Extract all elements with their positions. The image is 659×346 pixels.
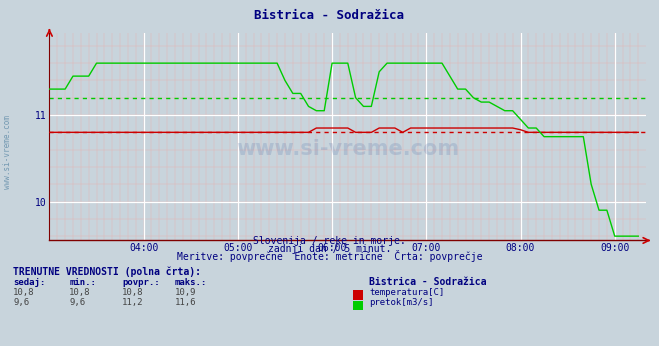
Text: www.si-vreme.com: www.si-vreme.com	[236, 139, 459, 159]
Text: min.:: min.:	[69, 279, 96, 288]
Text: maks.:: maks.:	[175, 279, 207, 288]
Text: Bistrica - Sodražica: Bistrica - Sodražica	[369, 277, 486, 288]
Text: pretok[m3/s]: pretok[m3/s]	[369, 298, 434, 307]
Text: Slovenija / reke in morje.: Slovenija / reke in morje.	[253, 236, 406, 246]
Text: TRENUTNE VREDNOSTI (polna črta):: TRENUTNE VREDNOSTI (polna črta):	[13, 266, 201, 277]
Text: 10,8: 10,8	[122, 288, 144, 297]
Text: 10,9: 10,9	[175, 288, 196, 297]
Text: Meritve: povprečne  Enote: metrične  Črta: povprečje: Meritve: povprečne Enote: metrične Črta:…	[177, 250, 482, 262]
Text: 11,2: 11,2	[122, 298, 144, 307]
Text: 9,6: 9,6	[13, 298, 29, 307]
Text: zadnji dan / 5 minut.: zadnji dan / 5 minut.	[268, 244, 391, 254]
Text: 11,6: 11,6	[175, 298, 196, 307]
Text: www.si-vreme.com: www.si-vreme.com	[3, 115, 13, 189]
Text: 9,6: 9,6	[69, 298, 85, 307]
Text: Bistrica - Sodražica: Bistrica - Sodražica	[254, 9, 405, 22]
Text: 10,8: 10,8	[13, 288, 35, 297]
Text: 10,8: 10,8	[69, 288, 91, 297]
Text: sedaj:: sedaj:	[13, 279, 45, 288]
Text: temperatura[C]: temperatura[C]	[369, 288, 444, 297]
Text: povpr.:: povpr.:	[122, 279, 159, 288]
